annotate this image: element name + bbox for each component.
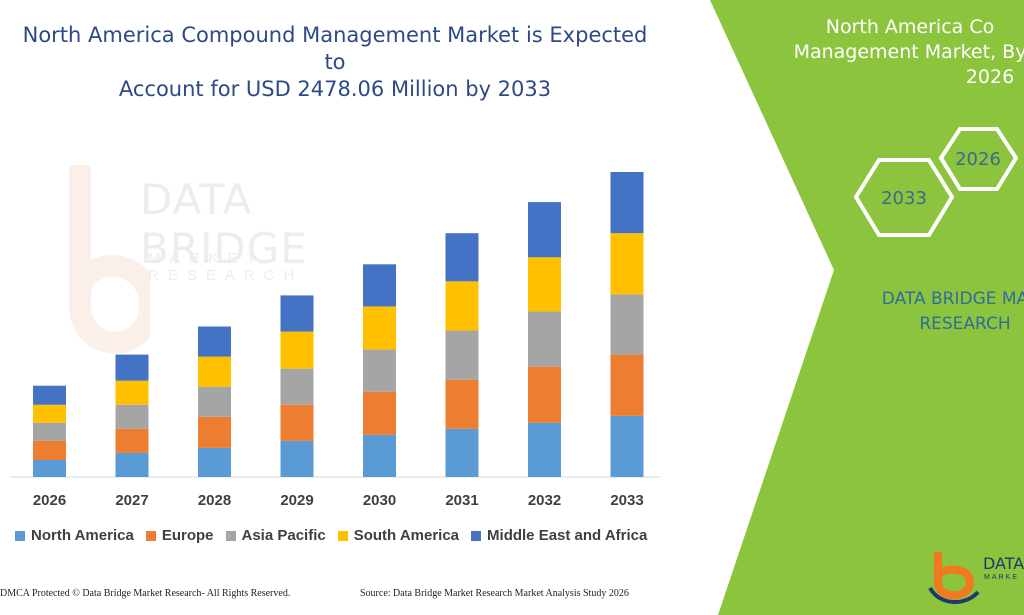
watermark-title: DATA BRIDGE bbox=[140, 175, 308, 273]
legend-label: Europe bbox=[161, 527, 214, 544]
watermark-subtitle: MARKET RESEARCH bbox=[148, 250, 304, 284]
legend-item-europe: Europe bbox=[145, 527, 214, 544]
bar-2032-south-america bbox=[528, 257, 561, 312]
legend-label: Middle East and Africa bbox=[487, 527, 648, 544]
x-tick-label-2028: 2028 bbox=[198, 492, 231, 509]
bar-2033-asia-pacific bbox=[610, 294, 644, 355]
legend-item-asia-pacific: Asia Pacific bbox=[225, 527, 326, 544]
brand-logo-text: DATA bbox=[983, 554, 1024, 573]
bar-2032-europe bbox=[528, 366, 561, 423]
bar-2027-north-america bbox=[115, 452, 149, 477]
legend-label: Asia Pacific bbox=[241, 527, 326, 544]
brand-logo-subtext: MARKE bbox=[984, 574, 1019, 581]
bar-2027-asia-pacific bbox=[115, 404, 149, 429]
bar-2026-asia-pacific bbox=[33, 422, 66, 441]
bar-2026-south-america bbox=[33, 404, 66, 423]
brand-logo: DATA MARKE bbox=[926, 548, 1024, 608]
bar-2033-middle-east-and-africa bbox=[610, 172, 644, 234]
bar-2026-middle-east-and-africa bbox=[33, 385, 66, 405]
bar-2030-south-america bbox=[363, 306, 396, 350]
stacked-bar-chart: 2026 2027 2028 2029 2030 2031 2032 2033 bbox=[10, 172, 660, 509]
bar-2028-south-america bbox=[198, 356, 231, 387]
hexagon-2026-icon: 2026 bbox=[938, 127, 1019, 191]
hexagon-2033-icon: 2033 bbox=[853, 158, 955, 237]
x-tick-label-2033: 2033 bbox=[610, 492, 643, 509]
bar-2033-europe bbox=[610, 354, 644, 416]
bar-2028-middle-east-and-africa bbox=[198, 326, 231, 357]
chart-title: North America Compound Management Market… bbox=[20, 22, 650, 103]
legend-item-south-america: South America bbox=[337, 527, 460, 544]
bar-2031-north-america bbox=[445, 428, 479, 477]
side-title-line1: North America Co bbox=[825, 16, 995, 38]
bar-2030-europe bbox=[363, 391, 396, 435]
bar-2031-europe bbox=[445, 379, 479, 429]
bar-2033-south-america bbox=[610, 233, 644, 295]
bar-2029-north-america bbox=[280, 440, 314, 477]
x-tick-label-2027: 2027 bbox=[115, 492, 148, 509]
bar-2032-north-america bbox=[528, 422, 561, 477]
bar-2027-middle-east-and-africa bbox=[115, 354, 149, 381]
legend-swatch bbox=[145, 530, 156, 541]
side-brand-line1: DATA BRIDGE MA bbox=[881, 289, 1024, 309]
bar-2030-north-america bbox=[363, 434, 396, 477]
bar-2026-north-america bbox=[33, 459, 66, 477]
side-title-line3: 2026 bbox=[965, 66, 1015, 88]
bar-2030-middle-east-and-africa bbox=[363, 264, 396, 307]
bar-2026-europe bbox=[33, 440, 66, 460]
bar-2029-asia-pacific bbox=[280, 368, 314, 405]
side-panel-brand: DATA BRIDGE MA RESEARCH bbox=[845, 287, 1024, 337]
bar-2029-europe bbox=[280, 404, 314, 441]
bar-2029-middle-east-and-africa bbox=[280, 295, 314, 332]
bar-2028-north-america bbox=[198, 447, 231, 477]
legend-swatch bbox=[471, 530, 482, 541]
hex-label-2026: 2026 bbox=[955, 149, 1001, 170]
legend-swatch bbox=[15, 530, 25, 541]
bar-2032-middle-east-and-africa bbox=[528, 202, 561, 258]
footer-source: Source: Data Bridge Market Research Mark… bbox=[360, 588, 629, 599]
bar-2028-europe bbox=[198, 416, 231, 448]
bar-2027-europe bbox=[115, 428, 149, 453]
x-tick-label-2030: 2030 bbox=[363, 492, 396, 509]
bar-2031-south-america bbox=[445, 281, 479, 331]
legend-item-north-america: North America bbox=[15, 527, 134, 544]
hex-label-2033: 2033 bbox=[881, 188, 927, 209]
brand-logo-icon bbox=[928, 552, 980, 605]
x-tick-label-2029: 2029 bbox=[280, 492, 313, 509]
bar-2029-south-america bbox=[280, 331, 314, 369]
side-brand-line2: RESEARCH bbox=[919, 314, 1011, 334]
legend-label: North America bbox=[31, 527, 134, 544]
bar-2031-middle-east-and-africa bbox=[445, 233, 479, 282]
legend-swatch bbox=[337, 530, 348, 541]
bar-2032-asia-pacific bbox=[528, 311, 561, 367]
legend-item-middle-east-and-africa: Middle East and Africa bbox=[471, 527, 647, 544]
x-tick-label-2026: 2026 bbox=[33, 492, 66, 509]
chart-title-line1: North America Compound Management Market… bbox=[22, 23, 648, 74]
watermark: DATA BRIDGE MARKET RESEARCH bbox=[40, 155, 370, 405]
bar-2033-north-america bbox=[610, 415, 644, 477]
bar-2027-south-america bbox=[115, 380, 149, 405]
watermark-logo-icon bbox=[69, 165, 162, 354]
x-tick-label-2031: 2031 bbox=[445, 492, 478, 509]
legend-label: South America bbox=[353, 527, 460, 544]
footer-copyright: DMCA Protected © Data Bridge Market Rese… bbox=[0, 588, 291, 599]
side-panel-title: North America Co Management Market, By 2… bbox=[780, 15, 1024, 90]
legend-swatch bbox=[225, 530, 236, 541]
bar-2030-asia-pacific bbox=[363, 349, 396, 392]
x-tick-label-2032: 2032 bbox=[528, 492, 561, 509]
side-title-line2: Management Market, By bbox=[793, 41, 1024, 63]
bar-2028-asia-pacific bbox=[198, 386, 231, 417]
bar-2031-asia-pacific bbox=[445, 330, 479, 380]
chart-title-line2: Account for USD 2478.06 Million by 2033 bbox=[118, 77, 552, 101]
chart-legend: North America Europe Asia Pacific South Ame… bbox=[15, 527, 647, 544]
